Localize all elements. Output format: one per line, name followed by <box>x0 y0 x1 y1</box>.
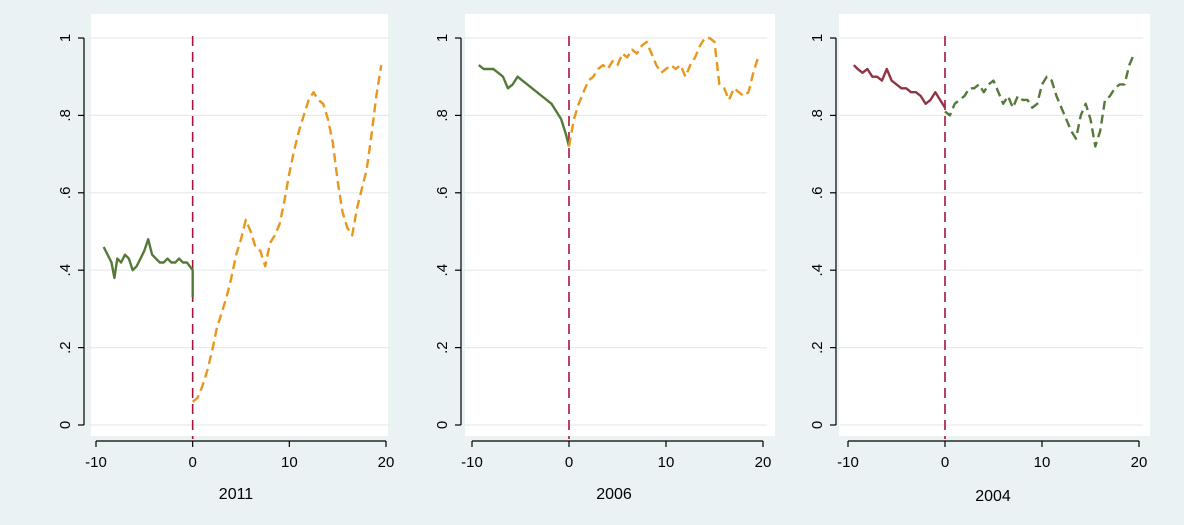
y-tick-label: 1 <box>809 34 826 42</box>
chart-marks: 0 .2 .4 .6 .8 1 -10 0 10 20 <box>434 34 771 471</box>
y-tick-label: .8 <box>809 109 826 122</box>
y-tick-label: .4 <box>57 264 74 277</box>
x-tick-label: 20 <box>755 454 772 471</box>
y-tick-label: .2 <box>809 341 826 354</box>
y-tick-label: 0 <box>57 421 74 429</box>
y-tick-label: .2 <box>434 341 451 354</box>
y-tick-label: .4 <box>434 264 451 277</box>
series-line-post <box>191 64 383 403</box>
x-tick-label: -10 <box>461 454 483 471</box>
x-tick-label: -10 <box>85 454 107 471</box>
x-tick-label: 20 <box>1131 454 1148 471</box>
x-tick-label: 0 <box>941 454 949 471</box>
series-line-post <box>944 53 1136 148</box>
x-tick-label: -10 <box>837 454 859 471</box>
y-tick-label: 0 <box>809 421 826 429</box>
series-line-pre <box>478 64 571 147</box>
y-tick-label: .8 <box>57 109 74 122</box>
x-tick-label: 20 <box>378 454 395 471</box>
panel-2004: 0 .2 .4 .6 .8 1 -10 0 10 20 2004 <box>809 14 1150 505</box>
x-tick-label: 0 <box>188 454 196 471</box>
plot-area <box>839 14 1150 436</box>
y-tick-label: .8 <box>434 109 451 122</box>
y-tick-label: .6 <box>57 187 74 200</box>
plot-area <box>91 14 388 436</box>
y-tick-label: .4 <box>809 264 826 277</box>
panel-2006: 0 .2 .4 .6 .8 1 -10 0 10 20 2006 <box>434 14 775 503</box>
plot-area <box>465 14 775 436</box>
y-tick-label: 1 <box>57 34 74 42</box>
x-tick-label: 10 <box>1034 454 1051 471</box>
panel-title: 2006 <box>596 486 632 503</box>
panel-title: 2004 <box>975 488 1011 505</box>
series-line-pre <box>852 64 947 109</box>
series-line-pre <box>102 237 194 298</box>
y-tick-label: 1 <box>434 34 451 42</box>
x-tick-label: 10 <box>281 454 298 471</box>
y-tick-label: 0 <box>434 421 451 429</box>
panel-title: 2011 <box>219 486 254 503</box>
y-tick-label: .6 <box>434 187 451 200</box>
chart-marks: 0 .2 .4 .6 .8 1 -10 0 10 20 <box>57 34 394 471</box>
x-tick-label: 10 <box>658 454 675 471</box>
y-tick-label: .6 <box>809 187 826 200</box>
x-tick-label: 0 <box>565 454 573 471</box>
chart-marks: 0 .2 .4 .6 .8 1 -10 0 10 20 <box>809 34 1147 471</box>
series-line-post <box>567 36 760 147</box>
panel-2011: 0 .2 .4 .6 .8 1 -10 0 10 20 2011 <box>57 14 394 503</box>
y-tick-label: .2 <box>57 341 74 354</box>
